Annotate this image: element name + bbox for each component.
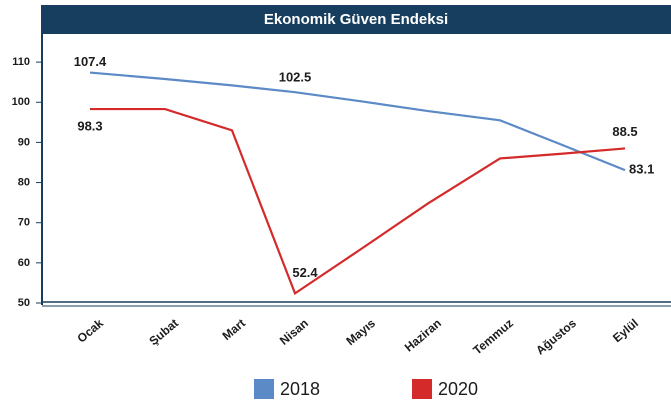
data-label: 52.4 bbox=[292, 265, 318, 280]
legend-label: 2020 bbox=[438, 379, 478, 399]
legend-label: 2018 bbox=[280, 379, 320, 399]
y-tick-label: 90 bbox=[18, 136, 30, 148]
legend-swatch bbox=[412, 379, 432, 399]
data-label: 107.4 bbox=[74, 54, 107, 69]
line-series bbox=[89, 71, 626, 172]
y-tick-label: 50 bbox=[18, 297, 30, 309]
title-bar bbox=[42, 5, 671, 34]
line-series bbox=[90, 107, 626, 296]
data-label: 83.1 bbox=[629, 162, 654, 177]
x-tick-label: Eylül bbox=[610, 316, 641, 345]
y-tick-label: 80 bbox=[18, 176, 30, 188]
data-label: 98.3 bbox=[77, 119, 102, 134]
x-tick-label: Mayıs bbox=[343, 316, 378, 348]
x-tick-label: Ağustos bbox=[533, 316, 579, 358]
x-tick-label: Şubat bbox=[146, 316, 181, 348]
x-tick-label: Haziran bbox=[402, 316, 444, 355]
x-tick-label: Temmuz bbox=[470, 316, 516, 357]
x-tick-label: Mart bbox=[220, 316, 248, 343]
y-tick-label: 100 bbox=[12, 96, 30, 108]
y-tick-label: 60 bbox=[18, 257, 30, 269]
x-tick-label: Ocak bbox=[74, 316, 106, 346]
data-label: 102.5 bbox=[279, 70, 312, 85]
data-label: 88.5 bbox=[612, 124, 637, 139]
chart-title: Ekonomik Güven Endeksi bbox=[264, 11, 448, 28]
legend-swatch bbox=[254, 379, 274, 399]
x-tick-label: Nisan bbox=[277, 316, 311, 348]
y-tick-label: 110 bbox=[12, 56, 30, 68]
y-tick-label: 70 bbox=[18, 217, 30, 229]
